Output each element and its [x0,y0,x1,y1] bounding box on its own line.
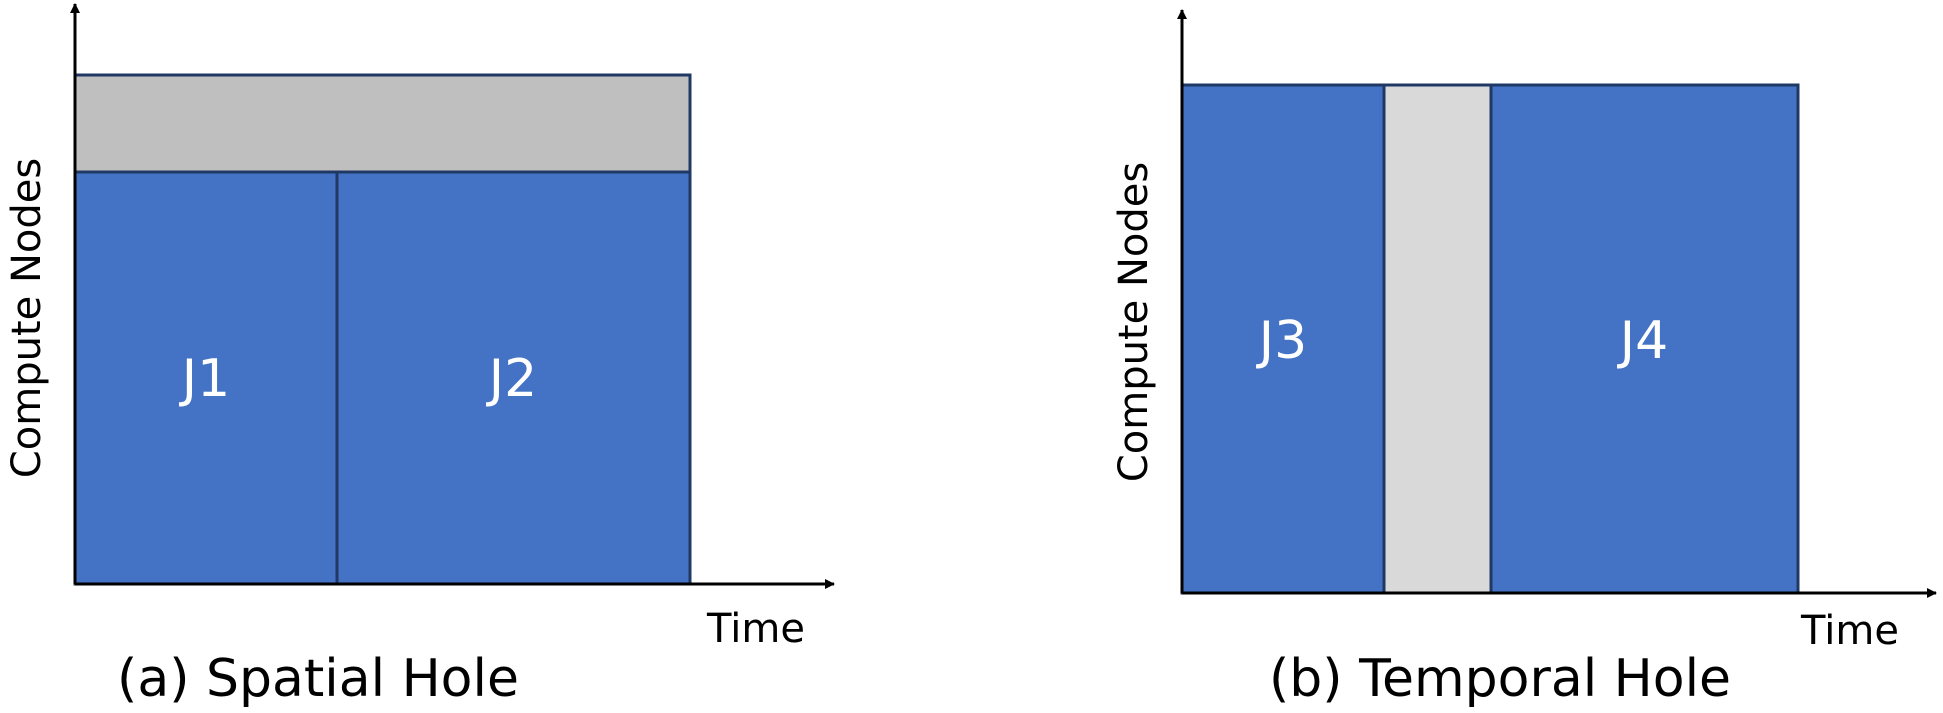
panel-spatial-hole: J1 J2 Compute Nodes Time (a) Spatial Hol… [4,3,835,709]
spatial-hole-region [73,73,692,174]
x-axis-label-b: Time [1800,608,1899,654]
y-axis-label-b: Compute Nodes [1111,162,1157,482]
job-j1-label: J1 [179,349,230,409]
x-axis-label-a: Time [706,606,805,652]
job-j2-block [335,170,692,586]
job-j4-block [1489,83,1800,595]
y-axis-label-a: Compute Nodes [4,158,50,478]
temporal-hole-region [1382,83,1493,595]
job-j3-label: J3 [1256,311,1307,371]
panel-temporal-hole: J3 J4 Compute Nodes Time (b) Temporal Ho… [1111,9,1937,709]
caption-b: (b) Temporal Hole [1269,649,1731,709]
caption-a: (a) Spatial Hole [117,649,519,709]
job-j2-label: J2 [486,349,537,409]
job-j1-block [73,170,339,586]
job-j4-label: J4 [1617,311,1668,371]
